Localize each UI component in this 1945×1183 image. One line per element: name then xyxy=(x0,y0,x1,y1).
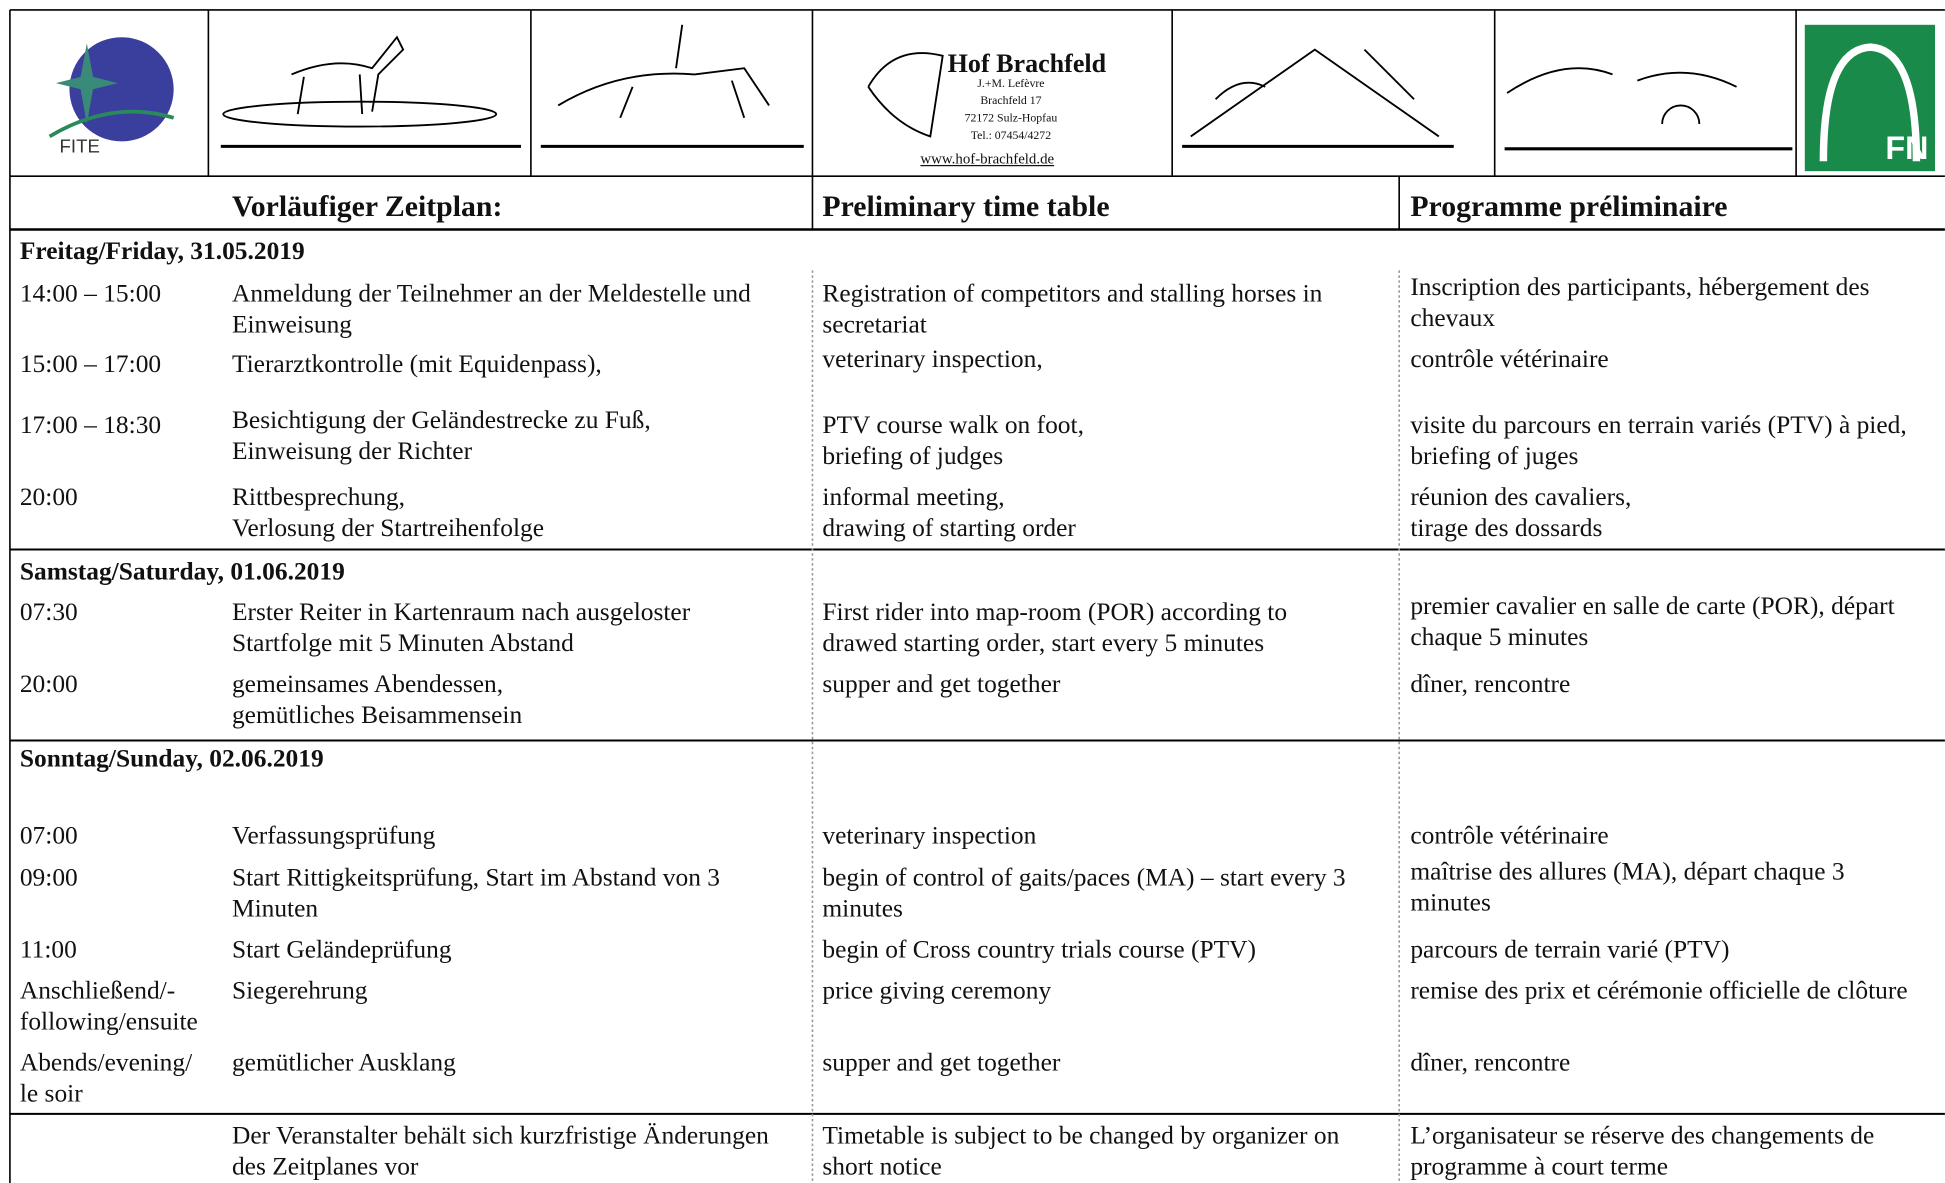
entry-fr: contrôle vétérinaire xyxy=(1410,821,1609,850)
entry-fr: dîner, rencontre xyxy=(1410,670,1571,698)
footer-fr: L’organisateur se réserve des changement… xyxy=(1410,1121,1875,1181)
entry-de: Verfassungsprüfung xyxy=(231,821,436,850)
column-header: Vorläufiger Zeitplan: xyxy=(231,190,503,223)
hof-address: 72172 Sulz-Hopfau xyxy=(964,112,1058,126)
entry-de: Start Geländeprüfung xyxy=(231,935,452,964)
time-cell: 09:00 xyxy=(19,863,78,892)
entry-fr: premier cavalier en salle de carte (POR)… xyxy=(1410,592,1895,651)
time-cell: Abends/evening/ le soir xyxy=(19,1048,193,1108)
entry-de: Erster Reiter in Kartenraum nach ausgelo… xyxy=(231,598,691,657)
entry-de: Anmeldung der Teilnehmer an der Meldeste… xyxy=(231,279,751,339)
time-cell: 11:00 xyxy=(19,935,77,964)
entry-en: veterinary inspection, xyxy=(822,345,1043,373)
hof-address: Brachfeld 17 xyxy=(980,95,1042,108)
time-cell: 20:00 xyxy=(19,670,78,698)
entry-fr: maîtrise des allures (MA), départ chaque… xyxy=(1410,857,1845,917)
entry-fr: réunion des cavaliers, tirage des dossar… xyxy=(1410,483,1632,542)
day-title: Sonntag/Sunday, 02.06.2019 xyxy=(19,744,324,773)
fn-label: FN xyxy=(1885,128,1929,166)
fite-label: FITE xyxy=(59,135,100,157)
fite-star xyxy=(55,43,118,125)
footer-en: Timetable is subject to be changed by or… xyxy=(822,1121,1340,1181)
entry-fr: parcours de terrain varié (PTV) xyxy=(1410,935,1730,964)
entry-en: supper and get together xyxy=(822,670,1061,698)
entry-de: Rittbesprechung, Verlosung der Startreih… xyxy=(231,483,545,542)
hof-url: www.hof-brachfeld.de xyxy=(920,150,1055,168)
entry-de: gemütlicher Ausklang xyxy=(231,1048,456,1077)
time-cell: 15:00 – 17:00 xyxy=(19,350,162,378)
time-cell: 17:00 – 18:30 xyxy=(19,411,162,439)
entry-de: Siegerehrung xyxy=(231,976,368,1005)
entry-fr: remise des prix et cérémonie officielle … xyxy=(1410,976,1908,1005)
time-cell: 20:00 xyxy=(19,483,78,511)
day-title: Samstag/Saturday, 01.06.2019 xyxy=(19,557,345,585)
entry-de: Besichtigung der Geländestrecke zu Fuß, … xyxy=(231,406,651,465)
time-cell: 14:00 – 15:00 xyxy=(19,279,162,307)
entry-en: begin of control of gaits/paces (MA) – s… xyxy=(822,863,1346,923)
footer-de: Der Veranstalter behält sich kurzfristig… xyxy=(231,1121,769,1181)
entry-de: Start Rittigkeitsprüfung, Start im Absta… xyxy=(231,863,721,923)
entry-en: begin of Cross country trials course (PT… xyxy=(822,935,1257,964)
entry-fr: Inscription des participants, hébergemen… xyxy=(1410,273,1870,332)
column-header: Programme préliminaire xyxy=(1410,190,1728,223)
entry-de: gemeinsames Abendessen, gemütliches Beis… xyxy=(231,670,523,729)
entry-en: First rider into map-room (POR) accordin… xyxy=(822,598,1288,657)
entry-fr: visite du parcours en terrain variés (PT… xyxy=(1410,411,1907,470)
entry-fr: contrôle vétérinaire xyxy=(1410,345,1609,373)
entry-en: price giving ceremony xyxy=(822,976,1052,1005)
entry-en: informal meeting, drawing of starting or… xyxy=(822,483,1076,542)
time-cell: Anschließend/- following/ensuite xyxy=(19,976,198,1036)
entry-fr: dîner, rencontre xyxy=(1410,1048,1571,1077)
time-cell: 07:30 xyxy=(19,598,78,626)
entry-de: Tierarztkontrolle (mit Equidenpass), xyxy=(231,350,602,378)
column-header: Preliminary time table xyxy=(822,190,1110,223)
day-title: Freitag/Friday, 31.05.2019 xyxy=(19,237,305,265)
hof-address: J.+M. Lefèvre xyxy=(977,78,1045,91)
entry-en: veterinary inspection xyxy=(822,821,1037,850)
time-cell: 07:00 xyxy=(19,821,78,850)
entry-en: Registration of competitors and stalling… xyxy=(822,279,1323,339)
entry-en: supper and get together xyxy=(822,1048,1061,1077)
entry-en: PTV course walk on foot, briefing of jud… xyxy=(822,411,1084,470)
hof-name: Hof Brachfeld xyxy=(947,47,1107,78)
hof-address: Tel.: 07454/4272 xyxy=(970,130,1052,143)
